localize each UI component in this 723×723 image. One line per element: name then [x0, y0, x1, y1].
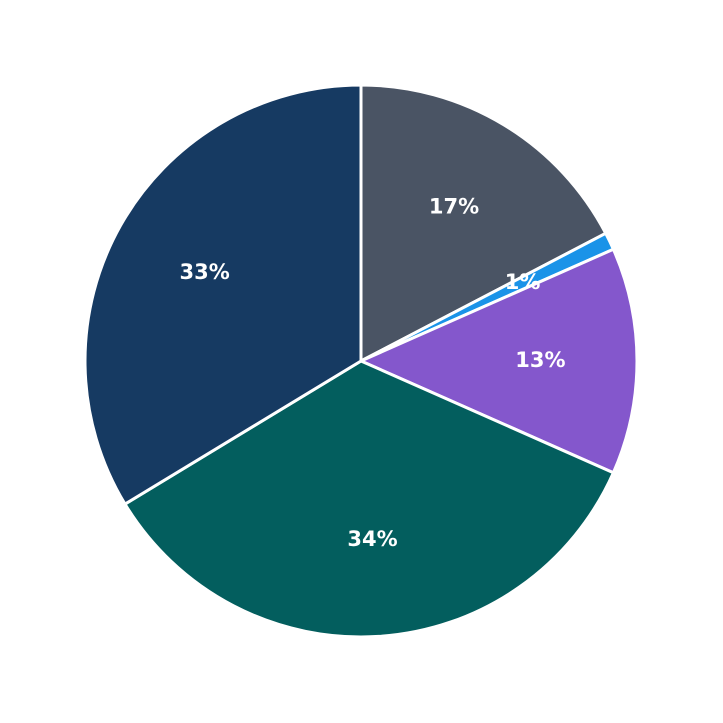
pie-slice	[359, 83, 608, 363]
slice-label: 1%	[505, 270, 541, 294]
slice-label: 33%	[180, 260, 230, 284]
slice-label: 13%	[515, 348, 565, 372]
pie-slice	[123, 359, 615, 639]
pie-slice	[83, 83, 363, 506]
pie-slice	[359, 247, 639, 475]
slice-label: 17%	[429, 195, 479, 219]
slice-label: 34%	[347, 527, 397, 551]
